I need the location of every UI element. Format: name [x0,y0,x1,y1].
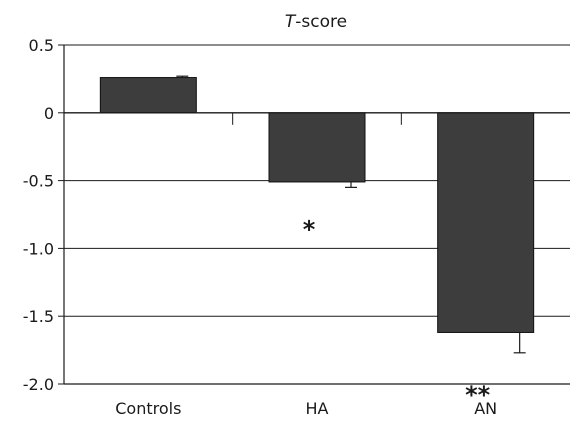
chart-title-rest: -score [295,12,347,32]
y-tick-label: 0 [44,104,54,123]
y-tick-label: -1.0 [23,239,54,258]
axes [58,44,570,385]
bar [437,112,535,333]
x-category-label: AN [474,399,497,418]
chart-title: T-score [285,12,347,32]
y-tick-label: -2.0 [23,375,54,394]
labels: 0.5 0 -0.5 -1.0 -1.5 -2.0 Controls * HA **AN [23,36,497,418]
y-tick-label: -0.5 [23,172,54,191]
significance-marker: ** [465,381,491,409]
bar [99,77,197,114]
x-category-label: Controls [115,399,181,418]
y-tick-label: -1.5 [23,307,54,326]
chart-title-italic: T [285,12,297,32]
bar [268,112,366,183]
x-category-label: HA [306,399,329,418]
y-tick-label: 0.5 [29,36,54,55]
significance-marker: * [303,215,316,243]
bars [99,75,535,354]
